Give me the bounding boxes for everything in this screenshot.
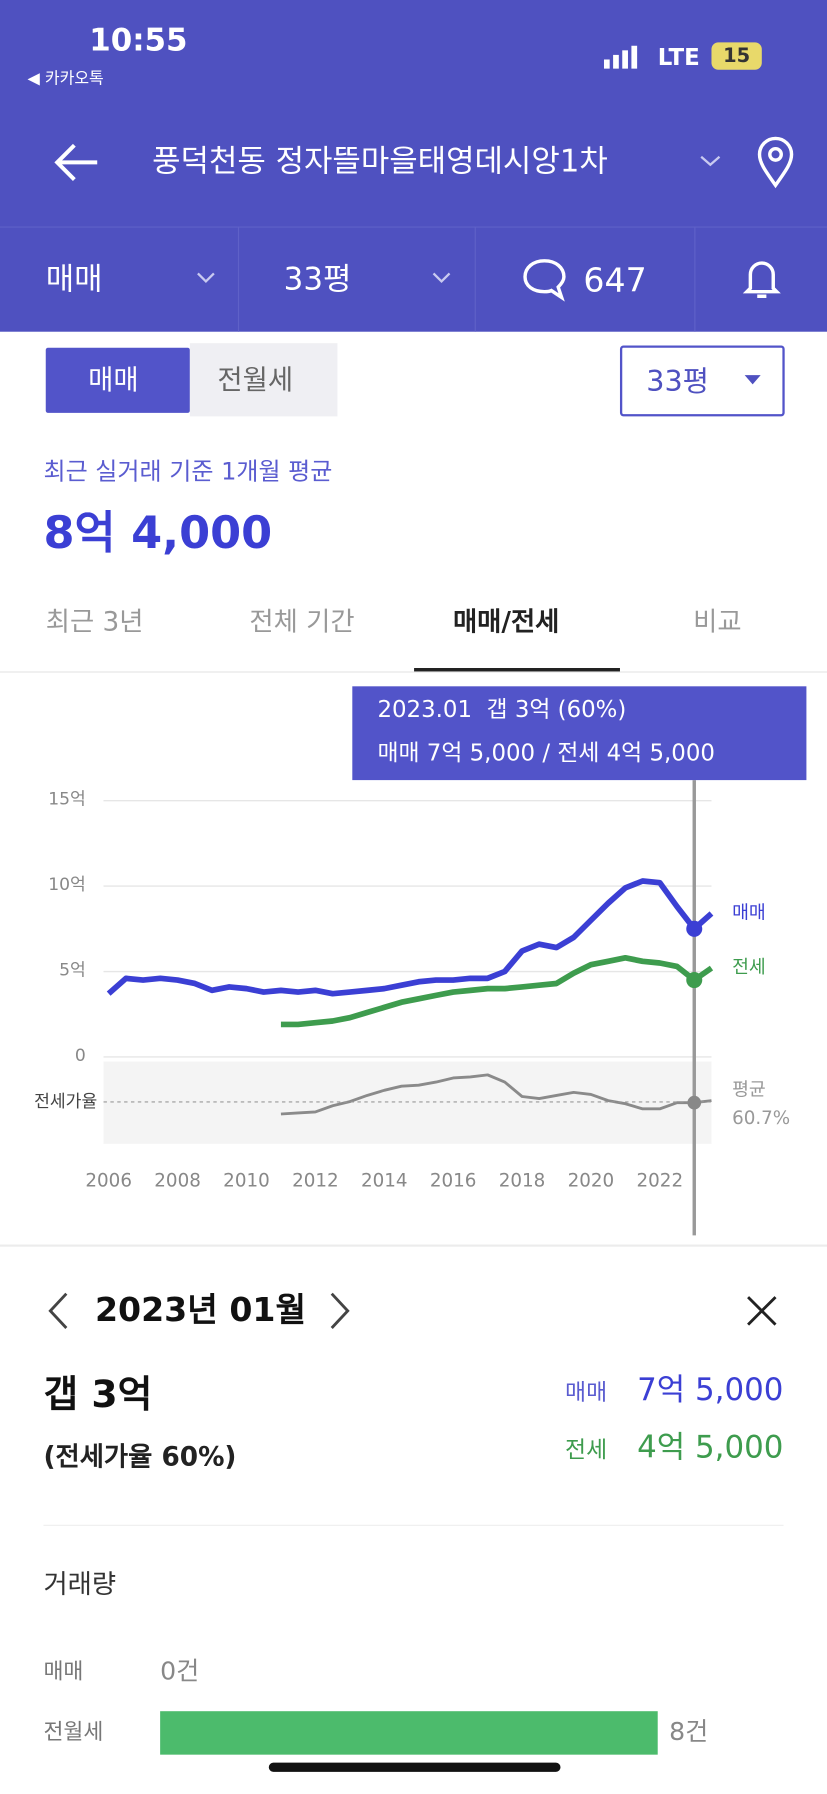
series-line <box>280 955 714 1028</box>
average-value: 60.7% <box>732 1108 790 1129</box>
y-tick-label: 5억 <box>59 960 86 980</box>
volume-category: 매매 <box>43 1659 83 1684</box>
legend-label: 매매 <box>732 902 766 923</box>
filter-chevron <box>197 272 215 284</box>
x-tick-label: 2022 <box>637 1171 684 1192</box>
x-tick-label: 2010 <box>223 1171 270 1192</box>
title-chevron[interactable] <box>698 152 723 170</box>
dropdown-arrow <box>744 375 761 385</box>
volume-label: 8건 <box>669 1717 708 1746</box>
average-label: 평균 <box>732 1080 766 1101</box>
x-tick-label: 2016 <box>430 1171 477 1192</box>
segment-inactive[interactable] <box>189 343 338 417</box>
x-tick-label: 2008 <box>154 1171 201 1192</box>
detail-sale: 7억 5,000 <box>637 1372 784 1409</box>
bell-icon[interactable] <box>741 254 782 304</box>
battery: 15 <box>711 42 762 70</box>
chart-bottom-rule <box>0 1244 827 1247</box>
network: LTE <box>657 43 700 71</box>
x-tick-label: 2014 <box>361 1171 408 1192</box>
tab[interactable]: 최근 3년 <box>45 607 144 638</box>
time: 10:55 <box>89 22 188 59</box>
x-tick-label: 2012 <box>292 1171 339 1192</box>
size-dropdown[interactable] <box>619 345 785 417</box>
detail-gap: 갭 3억 <box>43 1371 153 1417</box>
detail-jeonse: 4억 5,000 <box>637 1429 784 1466</box>
location-icon[interactable] <box>753 135 799 190</box>
tab-rule <box>0 671 827 673</box>
divider <box>0 226 827 228</box>
prev-month[interactable] <box>43 1290 73 1331</box>
summary-caption: 최근 실거래 기준 1개월 평균 <box>43 457 333 485</box>
home-indicator <box>268 1762 561 1772</box>
tab[interactable]: 비교 <box>693 607 742 638</box>
x-tick-label: 2018 <box>499 1171 546 1192</box>
x-tick-label: 2006 <box>85 1171 132 1192</box>
volume-category: 전월세 <box>43 1720 103 1745</box>
tooltip-bg <box>352 686 807 781</box>
trade-filter[interactable]: 매매 <box>45 261 103 298</box>
volume-bar <box>160 1711 658 1755</box>
next-month[interactable] <box>325 1290 355 1331</box>
volume-label: 0건 <box>160 1656 199 1685</box>
tooltip-line: 매매 7억 5,000 / 전세 4억 5,000 <box>377 740 714 766</box>
header-bg <box>0 0 827 332</box>
segment-option[interactable]: 매매 <box>88 363 139 396</box>
summary-price: 8억 4,000 <box>43 507 273 560</box>
y-tick-label: 0 <box>75 1046 86 1066</box>
complex-title[interactable]: 풍덕천동 정자뜰마을태영데시앙1차 <box>152 144 608 180</box>
filter-chevron <box>432 272 451 284</box>
ratio-label: 전세가율 <box>34 1092 97 1112</box>
close-button[interactable] <box>744 1293 781 1330</box>
size-value[interactable]: 33평 <box>646 364 709 399</box>
detail-ratio: (전세가율 60%) <box>43 1442 237 1473</box>
segment-active[interactable] <box>45 347 190 413</box>
back-button[interactable] <box>51 140 101 186</box>
tab-active[interactable]: 매매/전세 <box>452 607 560 638</box>
volume-title: 거래량 <box>43 1570 116 1600</box>
series-line <box>280 1073 712 1116</box>
cursor-dot <box>686 972 703 989</box>
detail-month: 2023년 01월 <box>94 1290 307 1330</box>
back-app[interactable]: ◀ 카카오톡 <box>27 69 104 89</box>
y-tick-label: 10억 <box>48 875 86 895</box>
x-tick-label: 2020 <box>568 1171 615 1192</box>
divider <box>237 226 240 332</box>
segment-option[interactable]: 전월세 <box>217 363 294 396</box>
y-tick-label: 15억 <box>48 790 86 810</box>
detail-jeonse-label: 전세 <box>565 1435 608 1463</box>
cursor-dot <box>686 920 703 937</box>
signal-icon <box>603 45 638 69</box>
detail-sale-label: 매매 <box>565 1378 608 1406</box>
comment-count[interactable]: 647 <box>583 260 647 300</box>
comment-icon[interactable] <box>520 256 568 302</box>
ratio-panel-bg <box>103 1061 712 1144</box>
tab-underline <box>414 668 620 672</box>
size-filter[interactable]: 33평 <box>283 261 352 298</box>
cursor-dot <box>687 1095 702 1110</box>
tooltip-line: 2023.01 갭 3억 (60%) <box>377 697 626 723</box>
tab[interactable]: 전체 기간 <box>249 607 355 638</box>
divider <box>694 226 696 332</box>
legend-label: 전세 <box>732 957 766 978</box>
separator <box>43 1524 784 1526</box>
series-line <box>106 878 714 997</box>
divider <box>474 226 476 332</box>
chart: 0 5억 10억 15억 2006 2008 2010 2012 2014 2016 2018 202… <box>0 686 827 1247</box>
